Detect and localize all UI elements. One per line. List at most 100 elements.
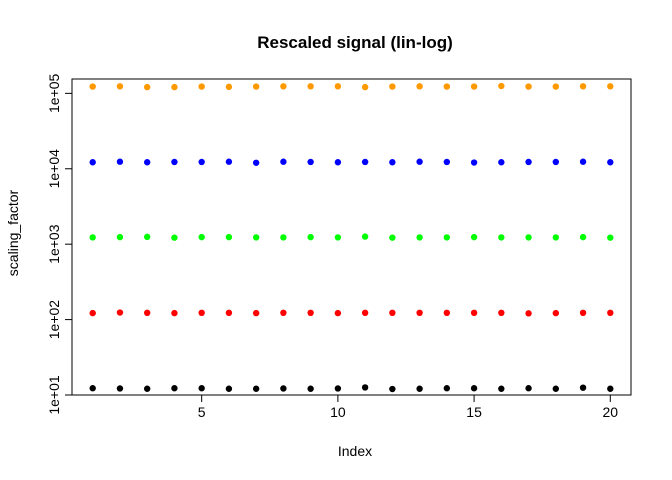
data-point <box>334 159 342 166</box>
data-point <box>171 385 178 392</box>
data-point <box>307 385 314 392</box>
series-5 <box>89 82 614 91</box>
chart-title: Rescaled signal (lin-log) <box>257 33 453 52</box>
data-point <box>416 158 423 165</box>
series-3 <box>89 233 614 241</box>
data-point <box>225 385 233 392</box>
data-point <box>334 234 342 241</box>
data-point <box>470 233 478 241</box>
data-point <box>552 309 560 317</box>
y-axis-label: scaling_factor <box>5 189 21 276</box>
data-point <box>361 384 369 391</box>
data-point <box>389 83 396 90</box>
data-point <box>116 158 124 165</box>
data-point <box>143 83 151 91</box>
series-2 <box>89 309 614 317</box>
data-point <box>280 83 287 90</box>
series-4 <box>89 158 614 166</box>
x-tick-label: 10 <box>330 404 346 420</box>
data-point <box>525 83 532 90</box>
y-axis: 1e+01 1e+02 1e+03 1e+04 1e+05 <box>46 73 73 415</box>
data-point <box>470 309 478 317</box>
x-axis: 5 10 15 20 <box>198 394 619 420</box>
data-point <box>443 83 451 90</box>
data-point <box>334 385 342 392</box>
data-point <box>171 309 178 317</box>
data-point <box>525 158 532 166</box>
data-point <box>416 309 423 317</box>
data-point <box>607 83 614 90</box>
data-point <box>116 233 124 241</box>
data-point <box>607 309 614 317</box>
data-point <box>579 309 587 317</box>
y-tick-label: 1e+05 <box>46 73 62 113</box>
data-point <box>280 234 287 241</box>
data-point <box>498 82 505 90</box>
data-point <box>443 158 451 166</box>
data-point <box>361 233 369 240</box>
data-point <box>443 234 451 241</box>
data-point <box>552 234 560 241</box>
data-point <box>198 385 205 392</box>
data-point <box>443 385 451 392</box>
data-point <box>579 384 587 391</box>
data-point <box>416 234 423 241</box>
data-point <box>498 309 505 317</box>
data-point <box>607 234 614 241</box>
data-point <box>307 233 314 241</box>
data-point <box>579 158 587 165</box>
data-point <box>252 234 260 241</box>
data-point <box>307 158 314 166</box>
data-point <box>225 233 233 241</box>
data-point <box>171 158 178 166</box>
data-point <box>607 159 614 166</box>
series-1 <box>89 384 614 393</box>
data-point <box>307 309 314 317</box>
data-point <box>389 234 396 241</box>
data-point <box>171 83 178 91</box>
data-point <box>525 310 532 317</box>
data-point <box>361 309 369 317</box>
data-point <box>552 385 560 392</box>
x-tick-label: 15 <box>466 404 482 420</box>
data-point <box>443 309 451 317</box>
plot-area-border <box>71 78 632 396</box>
data-point <box>198 83 205 90</box>
data-point <box>280 158 287 165</box>
data-point <box>116 309 124 316</box>
data-point <box>89 159 96 166</box>
data-point <box>252 159 260 166</box>
data-point <box>143 159 151 166</box>
data-point <box>607 385 614 392</box>
data-point <box>307 83 314 90</box>
data-point <box>389 385 396 393</box>
data-point <box>334 309 342 317</box>
data-point <box>552 158 560 166</box>
y-tick-label: 1e+03 <box>46 224 62 264</box>
data-point <box>361 158 369 166</box>
data-point <box>225 309 233 317</box>
y-tick-label: 1e+04 <box>46 149 62 189</box>
data-point <box>470 83 478 90</box>
y-tick-label: 1e+01 <box>46 375 62 415</box>
data-point <box>389 159 396 166</box>
data-point <box>470 159 478 166</box>
data-point <box>525 385 532 392</box>
data-points <box>89 82 614 393</box>
data-point <box>116 83 124 90</box>
data-point <box>89 83 96 90</box>
data-point <box>334 83 342 90</box>
data-point <box>280 385 287 392</box>
data-point <box>280 309 287 317</box>
data-point <box>252 385 260 392</box>
data-point <box>143 309 151 317</box>
x-tick-label: 20 <box>603 404 619 420</box>
data-point <box>416 83 423 90</box>
data-point <box>171 234 178 241</box>
data-point <box>579 233 587 241</box>
data-point <box>198 233 205 241</box>
x-tick-label: 5 <box>198 404 206 420</box>
data-point <box>498 385 505 392</box>
data-point <box>143 385 151 392</box>
